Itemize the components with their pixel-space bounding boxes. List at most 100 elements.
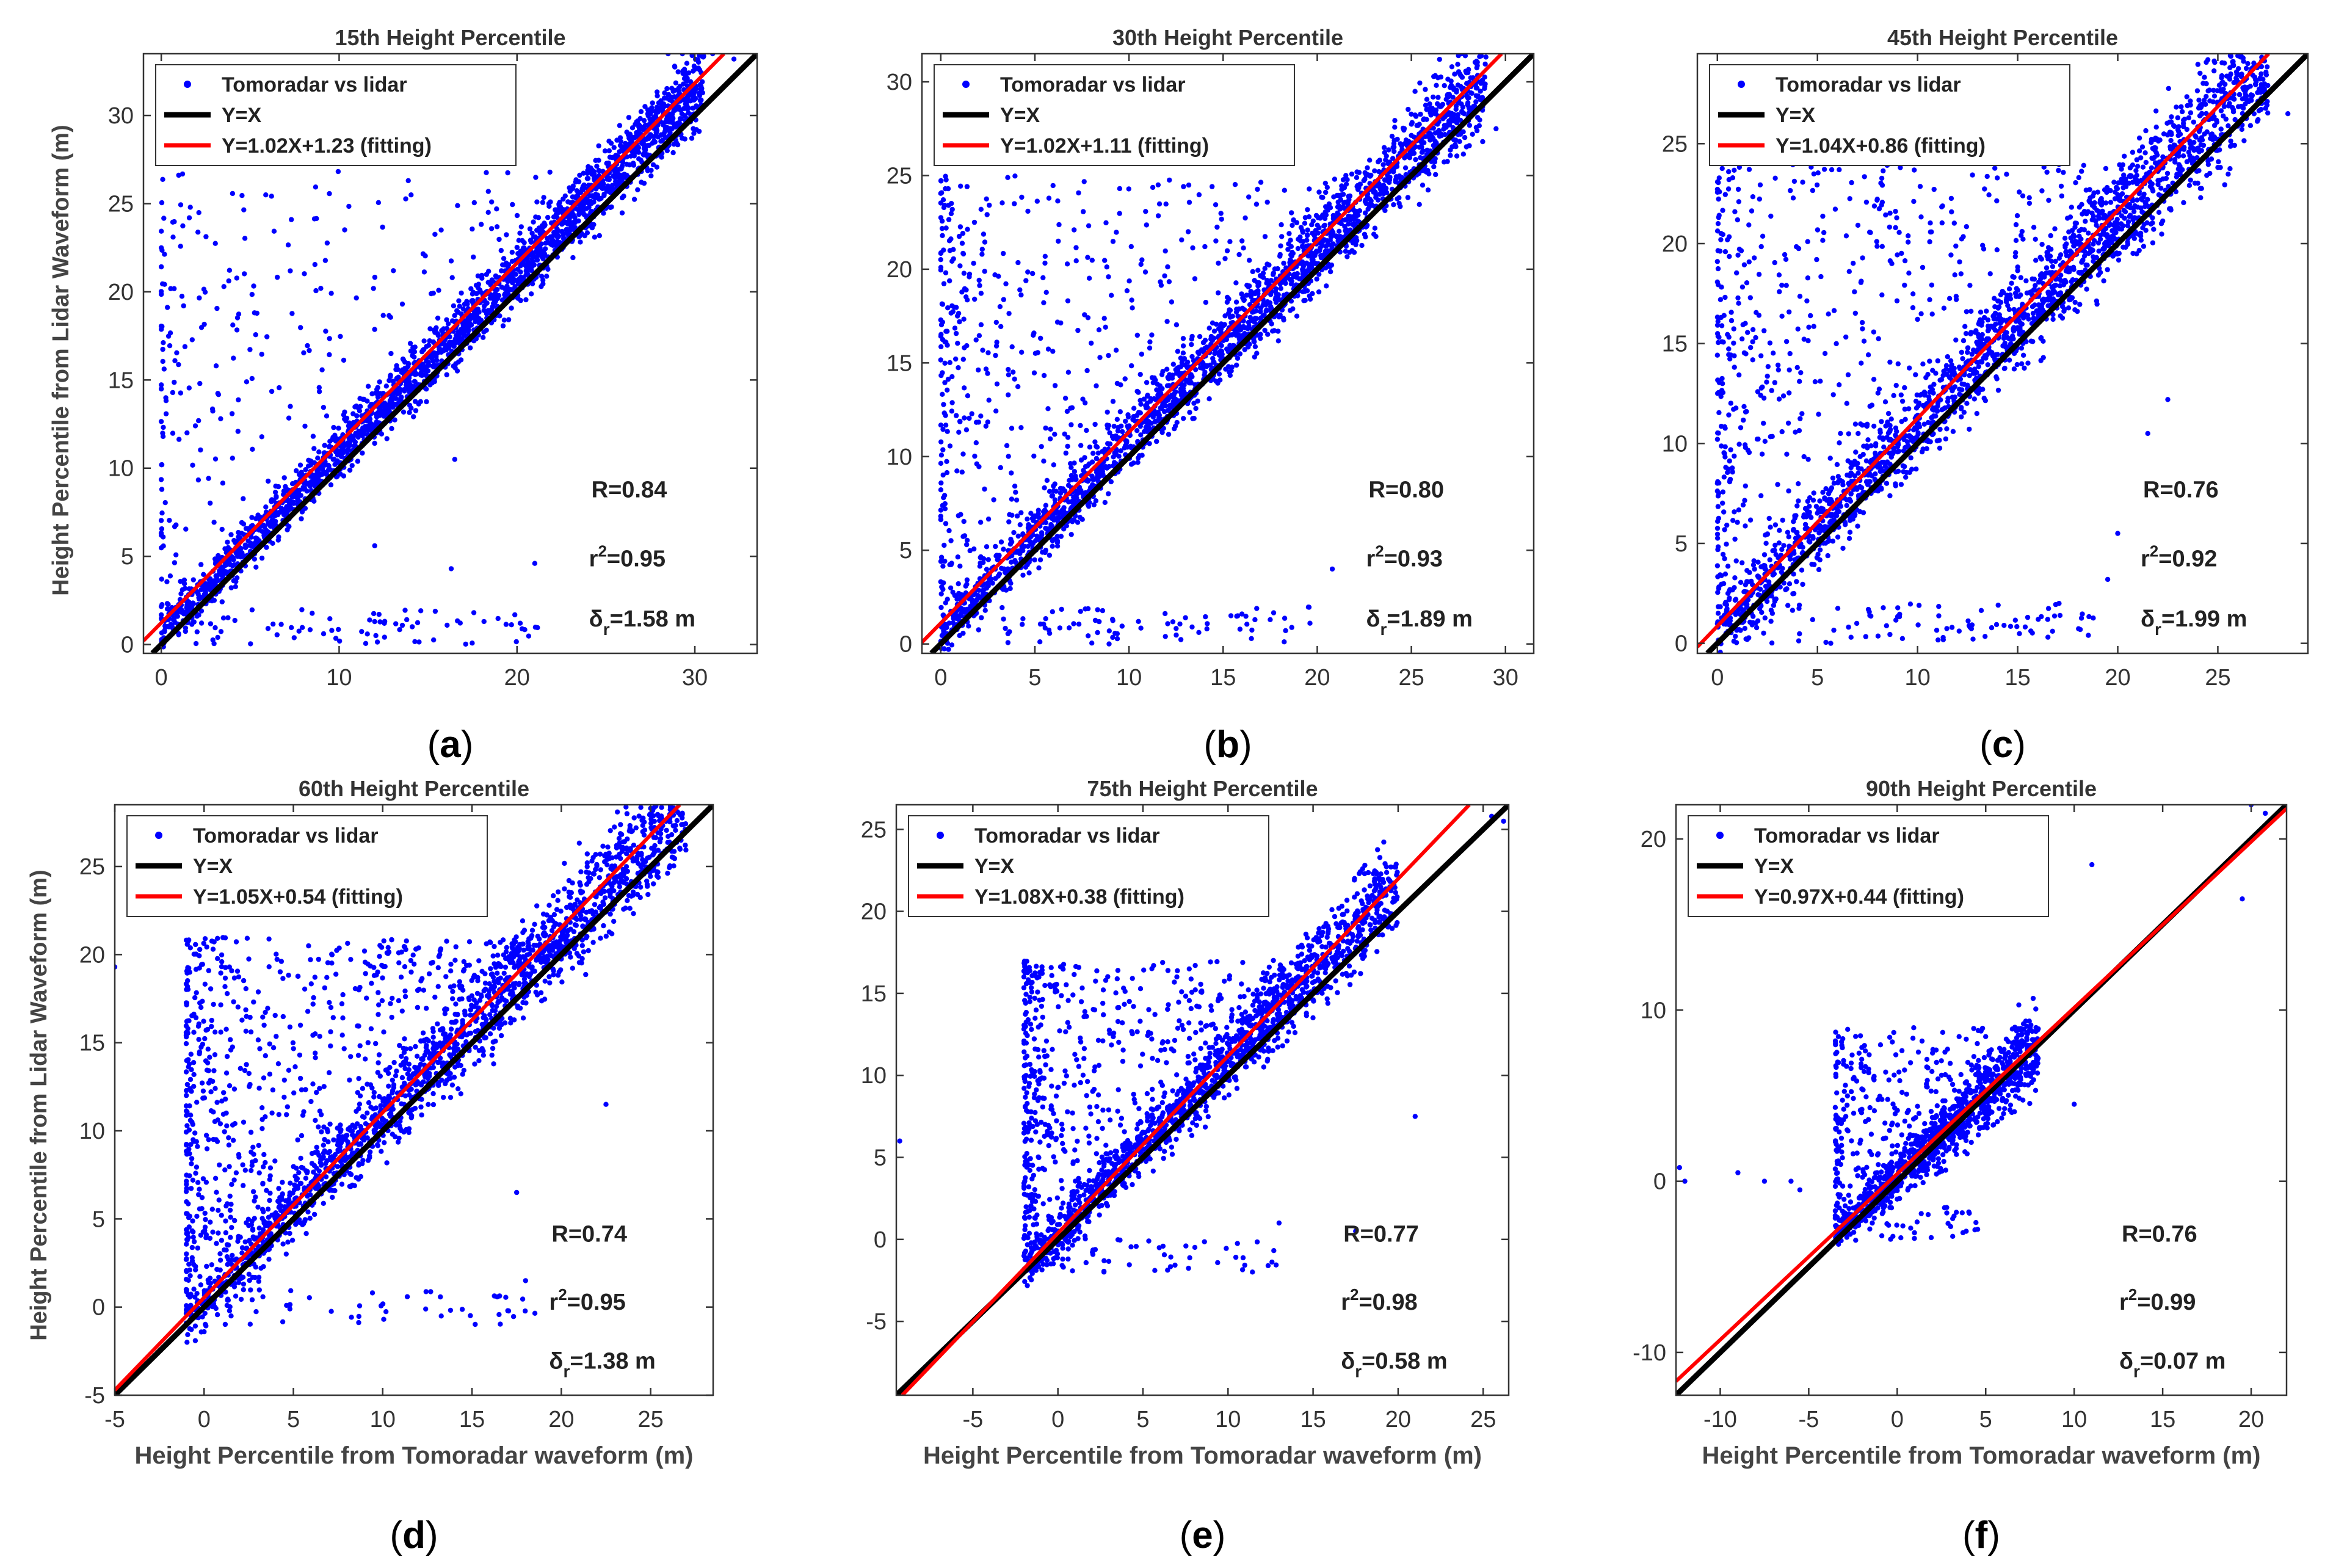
- scatter-point: [167, 343, 173, 349]
- scatter-point: [486, 310, 492, 316]
- scatter-point: [193, 641, 199, 647]
- scatter-point: [1193, 405, 1199, 412]
- scatter-point: [1321, 252, 1326, 258]
- scatter-point: [564, 227, 569, 232]
- scatter-point: [1363, 197, 1368, 203]
- scatter-point: [517, 620, 523, 626]
- scatter-point: [971, 219, 978, 225]
- scatter-point: [534, 257, 540, 263]
- scatter-point: [972, 296, 978, 302]
- scatter-point: [222, 563, 228, 568]
- scatter-point: [689, 54, 695, 59]
- scatter-point: [375, 200, 382, 205]
- scatter-point: [350, 419, 357, 426]
- scatter-point: [1235, 355, 1241, 361]
- scatter-point: [1382, 150, 1387, 155]
- scatter-point: [1174, 632, 1179, 638]
- scatter-point: [263, 192, 269, 198]
- scatter-point: [1438, 133, 1444, 139]
- scatter-point: [1062, 431, 1067, 437]
- scatter-point: [1190, 245, 1195, 251]
- scatter-point: [289, 625, 294, 630]
- scatter-point: [373, 633, 379, 639]
- scatter-point: [940, 426, 946, 432]
- scatter-point: [315, 456, 321, 461]
- scatter-point: [1009, 470, 1014, 476]
- panel-caption-open: (: [427, 724, 440, 766]
- scatter-point: [1138, 401, 1144, 407]
- scatter-point: [274, 495, 279, 500]
- scatter-point: [251, 283, 256, 289]
- scatter-point: [1042, 507, 1048, 513]
- scatter-point: [452, 313, 457, 318]
- scatter-point: [1102, 446, 1108, 452]
- scatter-point: [327, 443, 332, 449]
- scatter-point: [1196, 630, 1202, 636]
- scatter-point: [1254, 350, 1260, 356]
- scatter-point: [158, 419, 164, 424]
- scatter-point: [1426, 171, 1432, 176]
- scatter-point: [540, 281, 546, 286]
- scatter-point: [982, 486, 987, 492]
- scatter-point: [675, 69, 681, 74]
- scatter-point: [411, 414, 416, 419]
- scatter-point: [218, 629, 224, 634]
- scatter-point: [1076, 190, 1081, 196]
- scatter-point: [1086, 275, 1092, 281]
- scatter-point: [1144, 222, 1150, 228]
- scatter-point: [470, 226, 475, 232]
- scatter-point: [1093, 498, 1099, 504]
- scatter-point: [979, 252, 985, 257]
- scatter-point: [1041, 300, 1047, 305]
- scatter-point: [1001, 616, 1006, 622]
- scatter-point: [957, 319, 962, 325]
- scatter-point: [247, 347, 253, 352]
- scatter-point: [1143, 209, 1148, 214]
- scatter-point: [461, 320, 467, 325]
- scatter-point: [1387, 180, 1392, 185]
- scatter-point: [983, 423, 989, 429]
- scatter-point: [1304, 243, 1310, 249]
- scatter-point: [167, 330, 173, 336]
- scatter-point: [159, 382, 164, 388]
- scatter-point: [365, 416, 371, 423]
- scatter-point: [1106, 491, 1111, 496]
- scatter-point: [408, 405, 414, 411]
- scatter-point: [1039, 444, 1044, 449]
- scatter-point: [1237, 626, 1243, 632]
- scatter-point: [175, 614, 180, 619]
- scatter-point: [231, 355, 236, 361]
- scatter-point: [1042, 260, 1048, 266]
- scatter-point: [236, 311, 242, 317]
- scatter-point: [212, 625, 218, 631]
- scatter-point: [1290, 306, 1296, 311]
- scatter-point: [170, 234, 176, 240]
- scatter-point: [1264, 278, 1270, 283]
- scatter-point: [420, 251, 426, 256]
- scatter-point: [1213, 238, 1219, 244]
- scatter-point: [234, 275, 239, 281]
- scatter-point: [1013, 490, 1018, 495]
- scatter-point: [548, 239, 554, 245]
- scatter-point: [1179, 237, 1184, 243]
- scatter-point: [621, 194, 626, 199]
- scatter-point: [347, 467, 353, 473]
- scatter-point: [297, 487, 302, 493]
- scatter-point: [1226, 296, 1232, 302]
- scatter-point: [1279, 234, 1285, 239]
- scatter-point: [322, 443, 327, 448]
- scatter-point: [1424, 96, 1430, 102]
- scatter-point: [958, 613, 963, 619]
- scatter-point: [1106, 353, 1111, 358]
- scatter-point: [183, 628, 188, 634]
- scatter-point: [1282, 615, 1288, 621]
- scatter-point: [1402, 154, 1409, 159]
- scatter-point: [1120, 429, 1125, 435]
- scatter-point: [967, 548, 973, 554]
- scatter-point: [1260, 270, 1266, 276]
- scatter-point: [647, 110, 652, 115]
- scatter-point: [1067, 477, 1072, 483]
- scatter-point: [1170, 361, 1177, 367]
- scatter-point: [677, 84, 683, 89]
- scatter-point: [515, 251, 521, 256]
